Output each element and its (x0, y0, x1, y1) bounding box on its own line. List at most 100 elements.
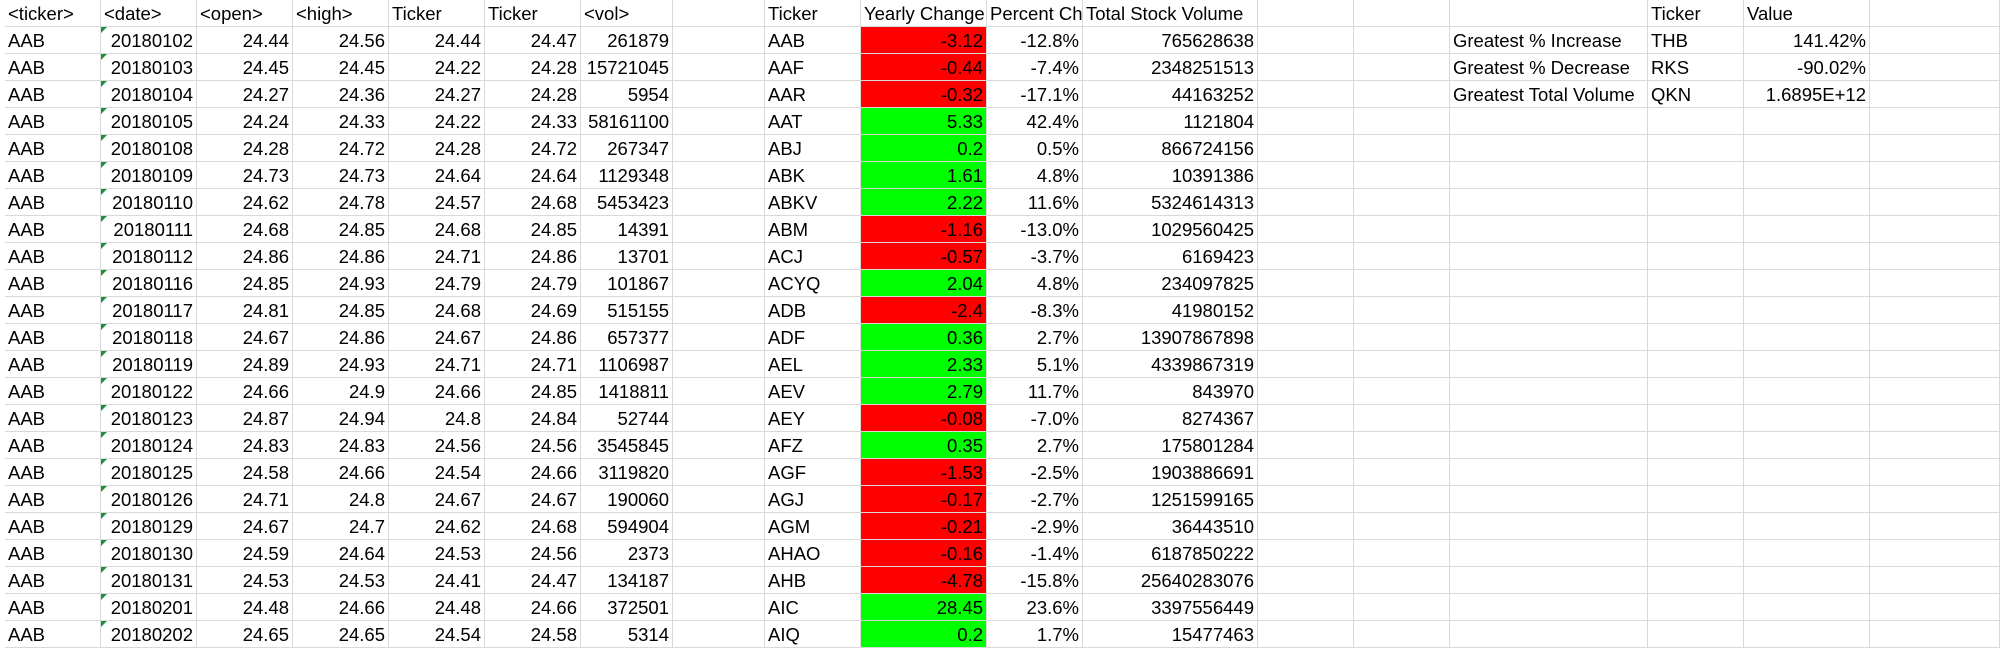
percent-change-cell[interactable]: 5.1% (987, 351, 1083, 378)
empty-cell[interactable] (1354, 108, 1450, 135)
summary-ticker-cell[interactable]: AAF (765, 54, 861, 81)
empty-cell[interactable] (673, 54, 765, 81)
raw-ticker-cell[interactable]: AAB (5, 189, 101, 216)
raw-ticker-cell[interactable]: AAB (5, 540, 101, 567)
raw-value-cell[interactable]: 24.36 (293, 81, 389, 108)
yearly-change-cell[interactable]: -0.08 (861, 405, 987, 432)
raw-value-cell[interactable]: 24.86 (197, 243, 293, 270)
raw-ticker-cell[interactable]: AAB (5, 567, 101, 594)
percent-change-cell[interactable]: -15.8% (987, 567, 1083, 594)
raw-value-cell[interactable]: 24.86 (485, 243, 581, 270)
empty-cell[interactable] (1870, 81, 2000, 108)
empty-cell[interactable] (673, 432, 765, 459)
raw-value-cell[interactable]: 24.44 (197, 27, 293, 54)
total-volume-cell[interactable]: 1903886691 (1083, 459, 1258, 486)
empty-cell[interactable] (1870, 405, 2000, 432)
summary-ticker-cell[interactable]: ABK (765, 162, 861, 189)
percent-change-cell[interactable]: 1.7% (987, 621, 1083, 648)
raw-value-cell[interactable]: 1129348 (581, 162, 673, 189)
raw-value-cell[interactable]: 5314 (581, 621, 673, 648)
summary-ticker-cell[interactable]: ACYQ (765, 270, 861, 297)
percent-change-cell[interactable]: -12.8% (987, 27, 1083, 54)
raw-ticker-cell[interactable]: AAB (5, 324, 101, 351)
empty-cell[interactable] (1870, 0, 2000, 27)
raw-value-cell[interactable]: 24.27 (389, 81, 485, 108)
raw-value-cell[interactable]: 24.68 (485, 189, 581, 216)
raw-value-cell[interactable]: 190060 (581, 486, 673, 513)
raw-value-cell[interactable]: 24.24 (197, 108, 293, 135)
empty-cell[interactable] (1648, 243, 1744, 270)
empty-cell[interactable] (1258, 243, 1354, 270)
total-volume-cell[interactable]: 1251599165 (1083, 486, 1258, 513)
empty-cell[interactable] (1354, 297, 1450, 324)
summary-ticker-cell[interactable]: AHB (765, 567, 861, 594)
empty-cell[interactable] (1450, 270, 1648, 297)
raw-date-cell[interactable]: 20180131 (101, 567, 197, 594)
raw-date-cell[interactable]: 20180117 (101, 297, 197, 324)
empty-cell[interactable] (1450, 567, 1648, 594)
empty-cell[interactable] (1258, 351, 1354, 378)
raw-value-cell[interactable]: 24.79 (485, 270, 581, 297)
raw-date-cell[interactable]: 20180125 (101, 459, 197, 486)
raw-value-cell[interactable]: 24.28 (389, 135, 485, 162)
empty-cell[interactable] (673, 243, 765, 270)
empty-cell[interactable] (1744, 135, 1870, 162)
percent-change-cell[interactable]: 42.4% (987, 108, 1083, 135)
raw-value-cell[interactable]: 24.71 (389, 243, 485, 270)
raw-ticker-cell[interactable]: AAB (5, 27, 101, 54)
percent-change-cell[interactable]: 11.7% (987, 378, 1083, 405)
raw-value-cell[interactable]: 58161100 (581, 108, 673, 135)
raw-value-cell[interactable]: 24.54 (389, 621, 485, 648)
raw-date-cell[interactable]: 20180108 (101, 135, 197, 162)
empty-cell[interactable] (1870, 486, 2000, 513)
yearly-change-cell[interactable]: -3.12 (861, 27, 987, 54)
empty-cell[interactable] (673, 405, 765, 432)
empty-cell[interactable] (1450, 216, 1648, 243)
empty-cell[interactable] (1648, 297, 1744, 324)
yearly-change-cell[interactable]: 0.2 (861, 621, 987, 648)
percent-change-cell[interactable]: 4.8% (987, 162, 1083, 189)
empty-cell[interactable] (1354, 27, 1450, 54)
empty-cell[interactable] (1258, 189, 1354, 216)
empty-cell[interactable] (1258, 567, 1354, 594)
raw-date-cell[interactable]: 20180116 (101, 270, 197, 297)
empty-cell[interactable] (1870, 270, 2000, 297)
raw-ticker-cell[interactable]: AAB (5, 81, 101, 108)
summary-ticker-cell[interactable]: AAB (765, 27, 861, 54)
summary-ticker-cell[interactable]: ADF (765, 324, 861, 351)
empty-cell[interactable] (1870, 540, 2000, 567)
percent-change-cell[interactable]: -2.9% (987, 513, 1083, 540)
raw-value-cell[interactable]: 24.66 (293, 459, 389, 486)
raw-ticker-cell[interactable]: AAB (5, 243, 101, 270)
empty-cell[interactable] (1648, 135, 1744, 162)
yearly-change-cell[interactable]: -1.16 (861, 216, 987, 243)
raw-value-cell[interactable]: 24.85 (293, 216, 389, 243)
empty-cell[interactable] (1354, 405, 1450, 432)
raw-value-cell[interactable]: 24.73 (197, 162, 293, 189)
raw-value-cell[interactable]: 24.86 (485, 324, 581, 351)
summary-ticker-cell[interactable]: AEV (765, 378, 861, 405)
raw-value-cell[interactable]: 24.28 (485, 54, 581, 81)
raw-value-cell[interactable]: 372501 (581, 594, 673, 621)
empty-cell[interactable] (673, 162, 765, 189)
raw-value-cell[interactable]: 594904 (581, 513, 673, 540)
empty-cell[interactable] (673, 351, 765, 378)
empty-cell[interactable] (1744, 216, 1870, 243)
raw-value-cell[interactable]: 24.57 (389, 189, 485, 216)
summary-ticker-cell[interactable]: AHAO (765, 540, 861, 567)
raw-date-cell[interactable]: 20180122 (101, 378, 197, 405)
summary-header-total-volume[interactable]: Total Stock Volume (1083, 0, 1258, 27)
raw-value-cell[interactable]: 1106987 (581, 351, 673, 378)
raw-value-cell[interactable]: 24.56 (293, 27, 389, 54)
empty-cell[interactable] (1648, 486, 1744, 513)
yearly-change-cell[interactable]: 5.33 (861, 108, 987, 135)
raw-value-cell[interactable]: 24.28 (197, 135, 293, 162)
raw-value-cell[interactable]: 24.85 (293, 297, 389, 324)
empty-cell[interactable] (673, 594, 765, 621)
raw-value-cell[interactable]: 24.33 (485, 108, 581, 135)
greatest-value-cell[interactable]: 141.42% (1744, 27, 1870, 54)
raw-value-cell[interactable]: 24.67 (389, 324, 485, 351)
empty-cell[interactable] (673, 540, 765, 567)
raw-value-cell[interactable]: 5453423 (581, 189, 673, 216)
